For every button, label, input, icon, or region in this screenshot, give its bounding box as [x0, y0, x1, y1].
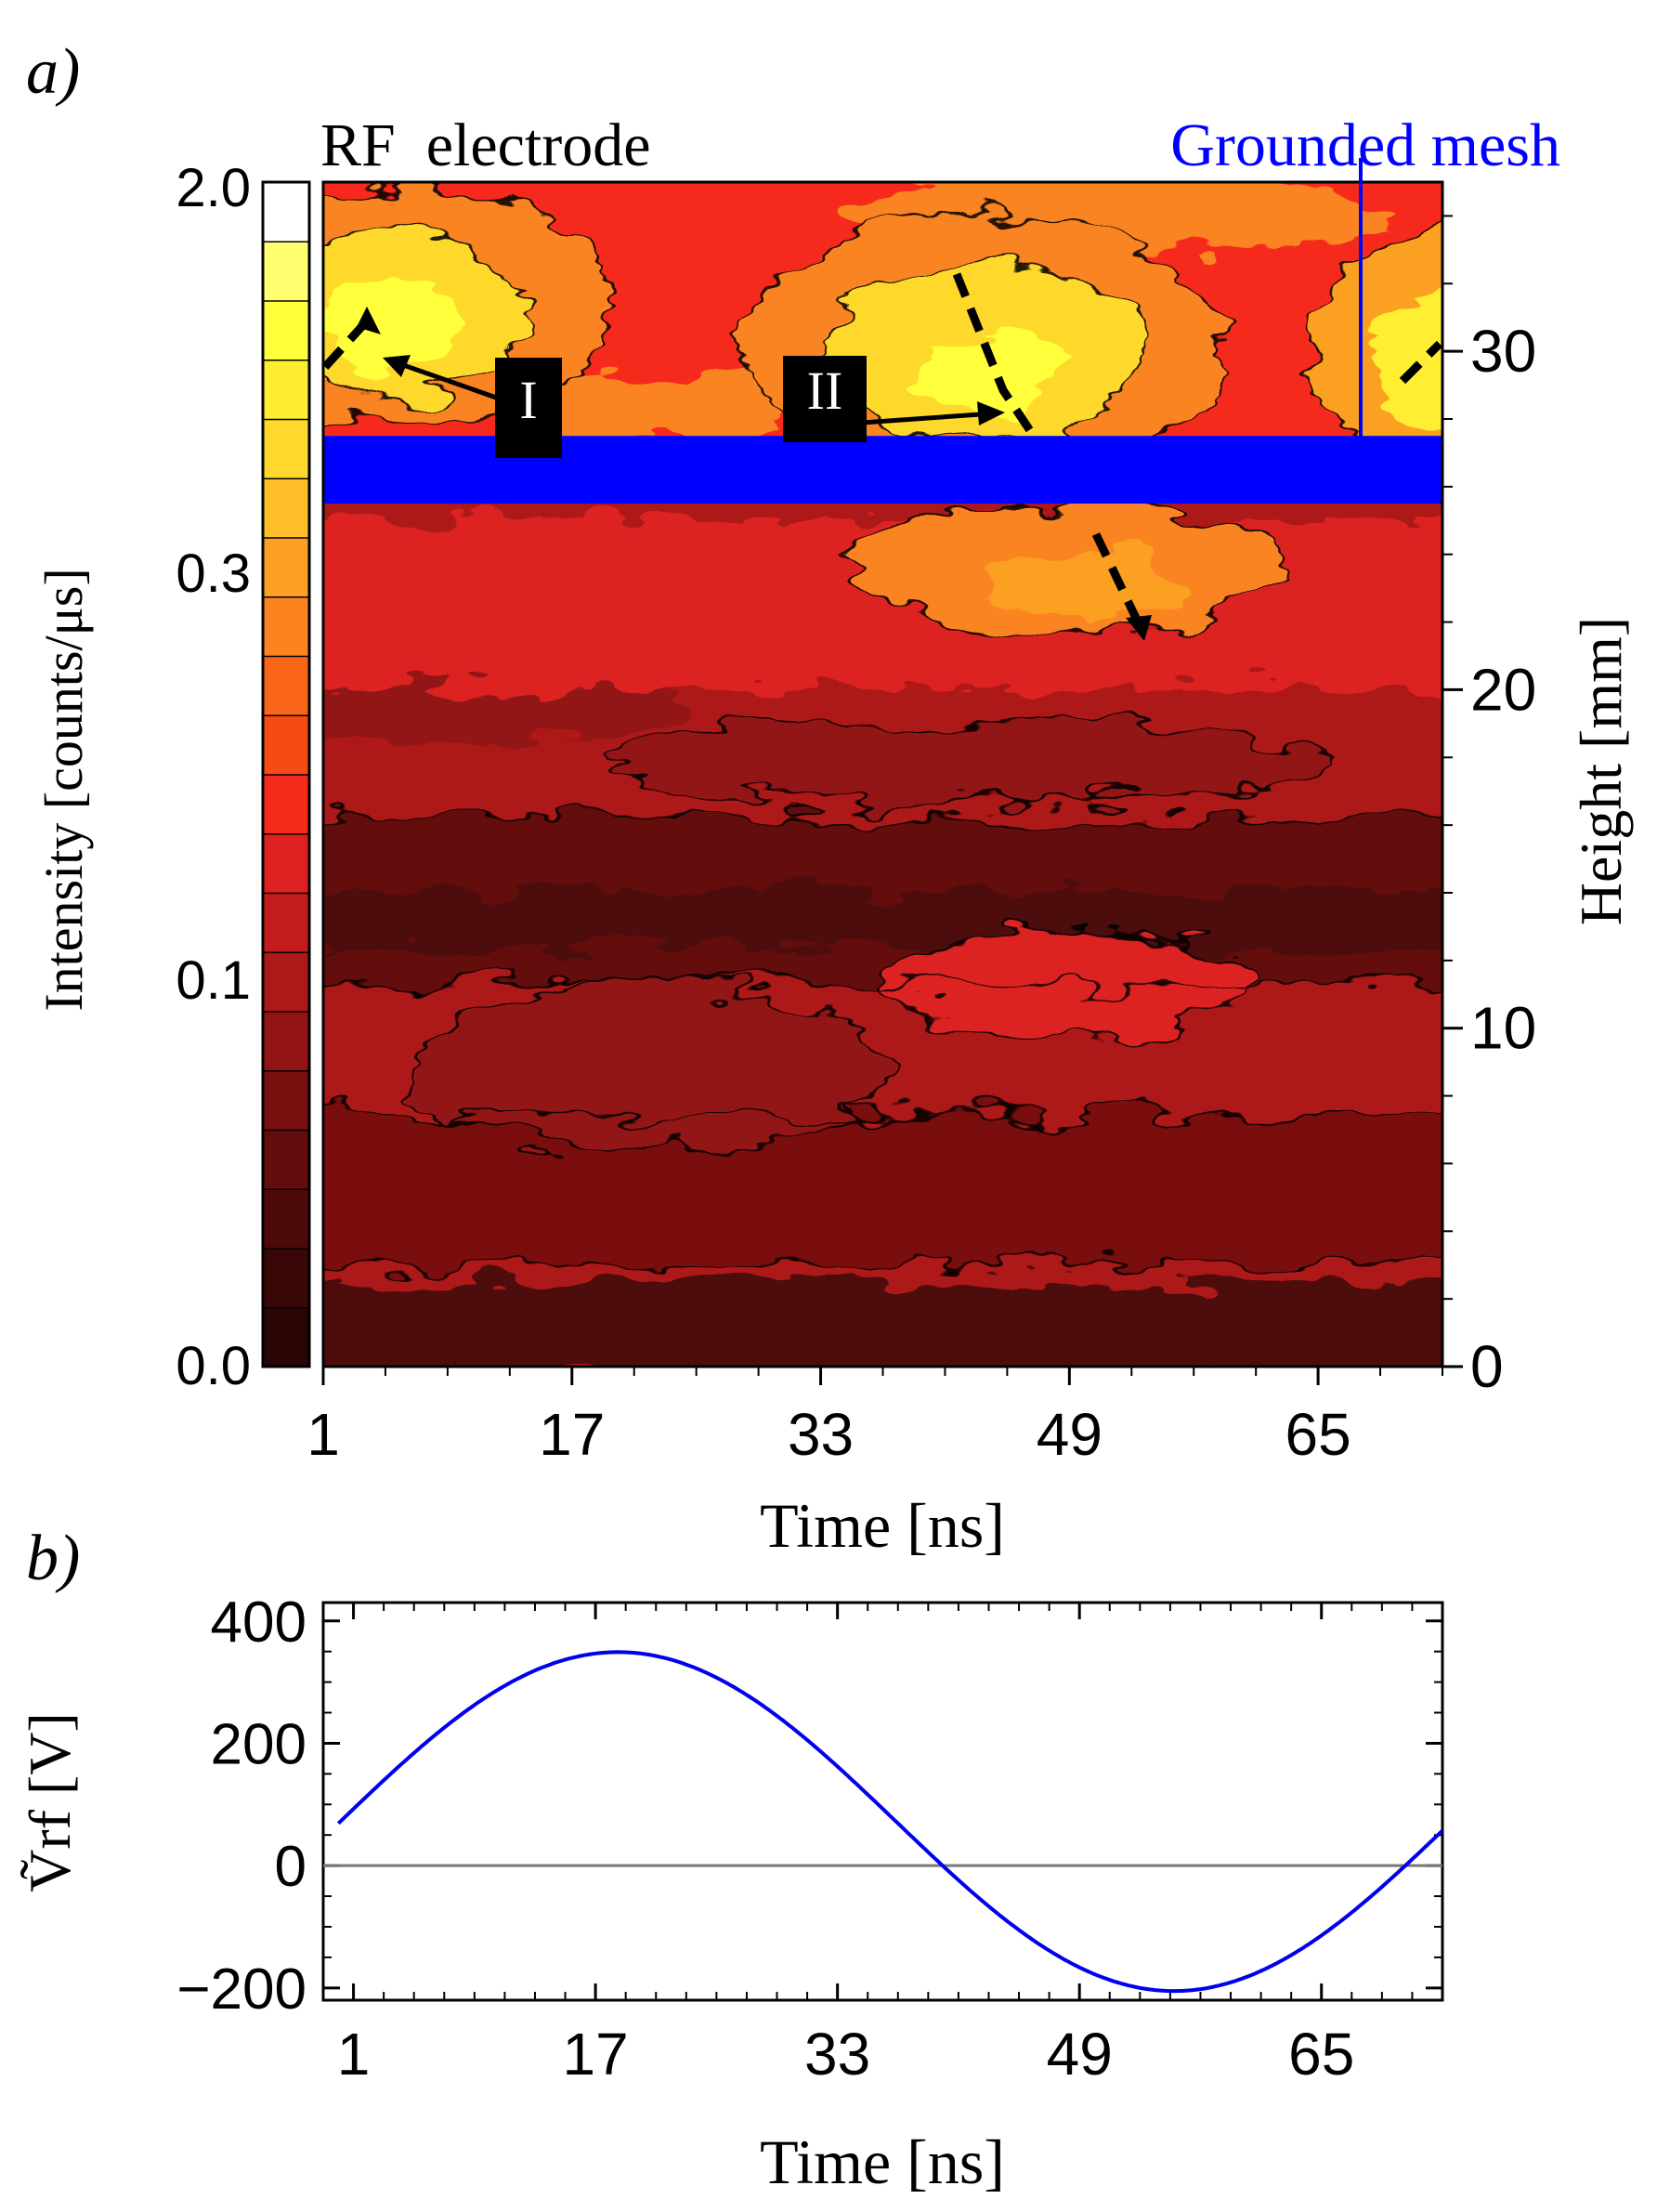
colorbar-segment-1	[262, 1247, 310, 1309]
colorbar-tick-0.0: 0.0	[176, 1336, 251, 1396]
panel-b-xtick-label-2: 33	[804, 2021, 870, 2088]
panel-a-ylabel-right: Height [mm]	[1568, 617, 1634, 925]
annotation-II-label: II	[807, 360, 843, 421]
trajectory-4	[1399, 340, 1442, 385]
panel-b-xtick-label-3: 49	[1047, 2021, 1113, 2088]
panel-b-ytick-label-1: 0	[275, 1835, 307, 1899]
rf-electrode-label: RF electrode	[320, 111, 651, 179]
grounded-mesh-pointer-head	[1351, 446, 1370, 465]
annotation-I: I	[383, 355, 562, 458]
colorbar-tick-2.0: 2.0	[176, 158, 251, 218]
panel-a-ytick-label-3: 30	[1470, 318, 1536, 385]
trajectory-3	[1091, 532, 1147, 634]
blob-mid-4	[604, 720, 1347, 804]
colorbar-segment-8	[262, 832, 310, 895]
colorbar-segment-13	[262, 536, 310, 598]
panel-a-ytick-label-2: 20	[1470, 656, 1536, 723]
panel-a-ytick-label-1: 10	[1470, 995, 1536, 1062]
colorbar-segment-3	[262, 1129, 310, 1190]
trajectory-2	[952, 272, 1044, 449]
colorbar-ticks: 2.0 0.3 0.1 0.0	[176, 158, 251, 1396]
panel-a-ytick-label-0: 0	[1470, 1333, 1504, 1400]
panel-b-xtick-label-1: 17	[563, 2021, 629, 2088]
panel-b-label: b)	[26, 1523, 80, 1594]
blob-top-4	[836, 182, 1393, 251]
annotation-II-arrowhead	[977, 401, 1005, 425]
panel-b-xtick-label-0: 1	[337, 2021, 371, 2088]
colorbar-segment-10	[262, 714, 310, 776]
panel-b-ytick-label-0: −200	[176, 1957, 307, 2022]
annotation-I-label: I	[519, 370, 537, 430]
band-dark-2	[323, 892, 1442, 948]
colorbar-frame	[261, 180, 311, 1368]
panel-a-xtick-label-2: 33	[788, 1401, 854, 1468]
arrowhead-3	[1126, 615, 1152, 641]
panel-a-xtick-label-1: 17	[539, 1401, 605, 1468]
panel-a-xtick-label-3: 49	[1037, 1401, 1102, 1468]
colorbar-segment-19	[262, 181, 310, 242]
colorbar-segment-6	[262, 951, 310, 1013]
panel-b-ytick-label-2: 200	[211, 1712, 307, 1776]
colorbar-segment-0	[262, 1306, 310, 1368]
colorbar-segment-11	[262, 655, 310, 716]
panel-b-ytick-label-3: 400	[211, 1590, 307, 1655]
heatmap	[323, 182, 1442, 1367]
annotation-I-box	[495, 358, 562, 458]
annotation-II: II	[783, 356, 1005, 442]
arrowhead-1	[357, 307, 381, 334]
panel-a-axes: 1 17 33 49 65 0 10 20 30	[307, 215, 1536, 1468]
blob-top-1c	[325, 279, 455, 372]
blob-top-5	[502, 372, 799, 446]
colorbar-tick-0.3: 0.3	[176, 543, 251, 604]
panel-a-xtick-label-4: 65	[1285, 1401, 1351, 1468]
annotation-II-box	[783, 356, 867, 442]
panel-b-ylabel: Ṽrf [V]	[17, 1712, 83, 1892]
panel-a-xlabel: Time [ns]	[760, 1490, 1005, 1561]
blob-orange-low2	[985, 553, 1189, 618]
blob-top-2c	[920, 330, 1068, 413]
panel-a-label: a)	[26, 36, 80, 108]
annotation-I-arrowhead	[383, 355, 411, 377]
blob-mid-1	[409, 985, 892, 1152]
colorbar-segment-14	[262, 478, 310, 539]
band-dark-3	[323, 1115, 1442, 1263]
colorbar-segment-5	[262, 1010, 310, 1072]
colorbar-tick-0.1: 0.1	[176, 950, 251, 1011]
panel-b-xtick-label-4: 65	[1288, 2021, 1354, 2088]
band-dark-4	[323, 1282, 1442, 1367]
colorbar-segment-15	[262, 418, 310, 479]
grounded-mesh-band	[323, 436, 1442, 504]
grounded-mesh-label: Grounded mesh	[1170, 111, 1560, 179]
colorbar-segment-2	[262, 1188, 310, 1250]
panel-a-xtick-label-0: 1	[307, 1401, 340, 1468]
panel-b-xlabel: Time [ns]	[760, 2127, 1005, 2197]
line-plot-frame	[321, 1601, 1444, 2002]
colorbar-segment-12	[262, 596, 310, 658]
colorbar-segment-7	[262, 892, 310, 953]
colorbar-segment-16	[262, 359, 310, 421]
colorbar-segment-9	[262, 773, 310, 835]
colorbar-segment-17	[262, 299, 310, 361]
colorbar-label: Intensity [counts/μs]	[33, 568, 94, 1011]
annotation-II-arrow	[861, 411, 995, 425]
colorbar	[261, 180, 311, 1368]
vrf-series-line	[336, 1650, 1442, 1994]
panel-b-axes: 1 17 33 49 65 −200 0 200 400	[176, 1590, 1443, 2088]
blob-mid-3	[323, 669, 687, 743]
colorbar-segment-4	[262, 1069, 310, 1132]
colorbar-segment-18	[262, 241, 310, 302]
annotation-I-arrow	[389, 358, 502, 402]
trajectory-arrowheads	[357, 307, 1152, 641]
blob-top-3b	[1375, 289, 1442, 436]
